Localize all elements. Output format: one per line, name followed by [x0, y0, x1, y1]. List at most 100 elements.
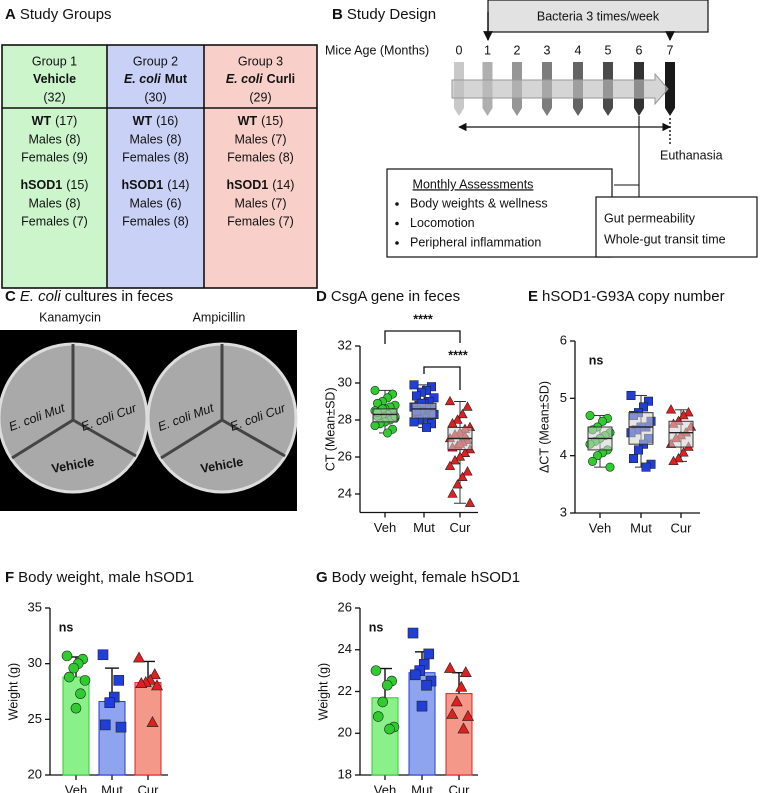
- y-tick-label: 6: [560, 332, 567, 347]
- hsod1-count-part: hSOD1: [122, 178, 164, 192]
- chart-title: G Body weight, female hSOD1: [316, 569, 520, 586]
- data-point: [678, 409, 689, 420]
- y-tick-label: 30: [28, 655, 42, 670]
- wt-count: WT (15): [238, 114, 284, 128]
- group-name-part: E. coli: [226, 72, 263, 86]
- data-point: [381, 679, 393, 691]
- chart-title: D CsgA gene in feces: [316, 288, 460, 305]
- x-tick-label: Cur: [671, 520, 693, 535]
- hsod1-males: Males (6): [129, 196, 181, 210]
- month-marker: [665, 62, 675, 116]
- data-point: [665, 404, 677, 414]
- panel-title-part: A: [5, 6, 16, 23]
- data-point: [592, 451, 602, 461]
- box: [668, 420, 694, 448]
- age-label: 7: [667, 43, 674, 57]
- data-point: [643, 396, 653, 406]
- y-tick-label: 5: [560, 390, 567, 405]
- panel-title: B Study Design: [332, 6, 436, 23]
- panel-title-part: E. coli: [20, 288, 62, 305]
- data-point: [462, 466, 473, 476]
- data-point: [678, 447, 689, 457]
- hsod1-count: hSOD1 (14): [122, 178, 190, 192]
- x-tick-label: Mut: [101, 782, 123, 793]
- data-point: [384, 723, 395, 735]
- y-tick-label: 26: [338, 448, 352, 463]
- y-tick-label: 26: [338, 599, 352, 614]
- group-label: Group 3: [238, 54, 283, 68]
- gut-item: Whole-gut transit time: [604, 232, 726, 246]
- y-tick-label: 20: [28, 766, 42, 781]
- data-point: [75, 688, 86, 700]
- culture-plates: [0, 330, 298, 511]
- box: [372, 408, 398, 423]
- data-point: [668, 455, 679, 466]
- data-point: [673, 452, 684, 463]
- panel-title: A Study Groups: [5, 6, 112, 23]
- chart-title-part: CsgA gene in feces: [331, 288, 460, 305]
- plate-label: Kanamycin: [39, 310, 101, 324]
- hsod1-count-part: (14): [167, 178, 189, 192]
- data-point: [61, 650, 73, 662]
- y-tick-label: 24: [338, 485, 352, 500]
- data-point: [407, 627, 419, 639]
- x-tick-label: Cur: [450, 520, 472, 535]
- age-label: 4: [575, 43, 582, 57]
- wt-females: Females (8): [227, 150, 294, 164]
- hsod1-count-part: hSOD1: [21, 178, 63, 192]
- bullet: [395, 221, 399, 226]
- wt-count-part: (15): [261, 114, 283, 128]
- data-point: [454, 451, 466, 461]
- data-point: [382, 428, 392, 438]
- wt-count-part: (17): [55, 114, 77, 128]
- assessment-item: Body weights & wellness: [410, 196, 548, 210]
- group-name-part: E. coli: [124, 72, 161, 86]
- annotation: ns: [589, 353, 604, 367]
- data-point: [409, 380, 419, 390]
- group-name: E. coli Mut: [124, 72, 188, 86]
- x-tick-label: Veh: [589, 520, 611, 535]
- assessments-box: [386, 168, 613, 258]
- hsod1-count: hSOD1 (15): [21, 178, 89, 192]
- x-tick-label: Cur: [449, 782, 471, 793]
- data-point: [446, 707, 459, 719]
- hsod1-females: Females (7): [227, 214, 294, 228]
- assessment-item: Peripheral inflammation: [410, 235, 541, 249]
- bar: [371, 697, 399, 776]
- group-total: (30): [144, 90, 166, 104]
- data-point: [409, 417, 419, 427]
- gut-box: [595, 196, 758, 258]
- data-point: [641, 462, 651, 472]
- data-point: [135, 677, 148, 689]
- data-point: [370, 665, 382, 676]
- data-point: [148, 668, 161, 680]
- chart-title: F Body weight, male hSOD1: [5, 569, 194, 586]
- age-label: 2: [514, 43, 521, 57]
- data-point: [447, 488, 458, 498]
- age-label: 1: [484, 43, 491, 57]
- group-3-cell: [204, 45, 317, 288]
- group-name: Vehicle: [33, 72, 76, 86]
- data-point: [461, 709, 475, 721]
- wt-count-part: WT: [133, 114, 153, 128]
- data-point: [587, 456, 597, 466]
- group-total: (32): [43, 90, 65, 104]
- study-groups-table: [1, 44, 318, 289]
- bullet: [395, 241, 399, 245]
- bar: [134, 682, 162, 776]
- data-point: [459, 447, 471, 457]
- data-point: [113, 675, 125, 686]
- data-point: [416, 700, 428, 712]
- group-total: (29): [249, 90, 271, 104]
- x-tick-label: Mut: [630, 520, 652, 535]
- data-point: [70, 702, 82, 714]
- y-tick-label: 18: [338, 766, 352, 781]
- data-point: [605, 462, 615, 472]
- wt-count-part: (16): [156, 114, 178, 128]
- plate-label: Ampicillin: [193, 310, 246, 324]
- age-label: 3: [544, 43, 551, 57]
- panel-title-part: cultures in feces: [65, 288, 173, 305]
- hsod1-count-part: (14): [272, 178, 294, 192]
- data-point: [585, 411, 595, 421]
- y-tick-label: 3: [560, 504, 567, 519]
